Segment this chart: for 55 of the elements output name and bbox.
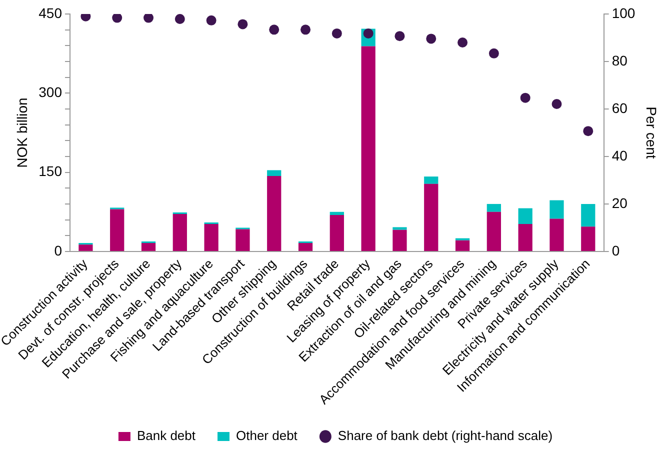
point xyxy=(112,14,122,23)
bar xyxy=(518,224,532,251)
bar xyxy=(298,243,313,251)
y2-axis-title: Per cent xyxy=(644,106,660,159)
bar xyxy=(455,240,470,251)
y2-tick-label: 80 xyxy=(612,52,628,68)
bar xyxy=(361,46,376,251)
bar xyxy=(424,176,438,184)
y2-tick-label: 20 xyxy=(612,194,628,211)
y-tick-label: 0 xyxy=(54,242,62,258)
legend-label: Share of bank debt (right-hand scale) xyxy=(338,428,553,444)
bar xyxy=(581,226,596,251)
legend-label: Bank debt xyxy=(136,428,196,444)
y-tick-label: 300 xyxy=(38,84,62,100)
bar xyxy=(486,204,501,212)
bar xyxy=(486,212,501,251)
point xyxy=(426,34,436,44)
point xyxy=(520,92,530,103)
bar xyxy=(424,184,438,251)
point xyxy=(488,48,499,58)
bar xyxy=(236,229,250,251)
point xyxy=(394,31,405,42)
y2-tick-label: 60 xyxy=(612,100,628,116)
point xyxy=(238,19,248,30)
bar xyxy=(392,230,407,251)
bar xyxy=(518,208,532,224)
bar xyxy=(204,224,218,251)
point xyxy=(206,15,216,26)
bar xyxy=(330,215,344,251)
point xyxy=(332,28,342,38)
bar xyxy=(267,170,282,176)
bar xyxy=(392,227,407,230)
y2-tick-label: 0 xyxy=(612,242,620,258)
point xyxy=(583,126,594,136)
point xyxy=(269,24,280,35)
bar xyxy=(141,243,156,251)
y-tick-label: 450 xyxy=(38,4,62,21)
point xyxy=(300,24,311,35)
bar xyxy=(550,218,564,251)
bar xyxy=(267,176,282,251)
point xyxy=(552,98,562,109)
legend-label: Other debt xyxy=(236,428,298,444)
bar xyxy=(581,204,596,227)
bar xyxy=(172,214,187,251)
bar xyxy=(78,244,93,251)
y-tick-label: 150 xyxy=(38,163,62,180)
bar xyxy=(330,212,344,216)
point xyxy=(458,37,468,48)
bar xyxy=(550,200,564,219)
point xyxy=(174,14,185,24)
y2-tick-label: 100 xyxy=(612,4,636,21)
point xyxy=(144,14,154,23)
bar xyxy=(110,209,124,251)
y2-tick-label: 40 xyxy=(612,147,628,164)
y-axis-title: NOK billion xyxy=(14,98,30,168)
